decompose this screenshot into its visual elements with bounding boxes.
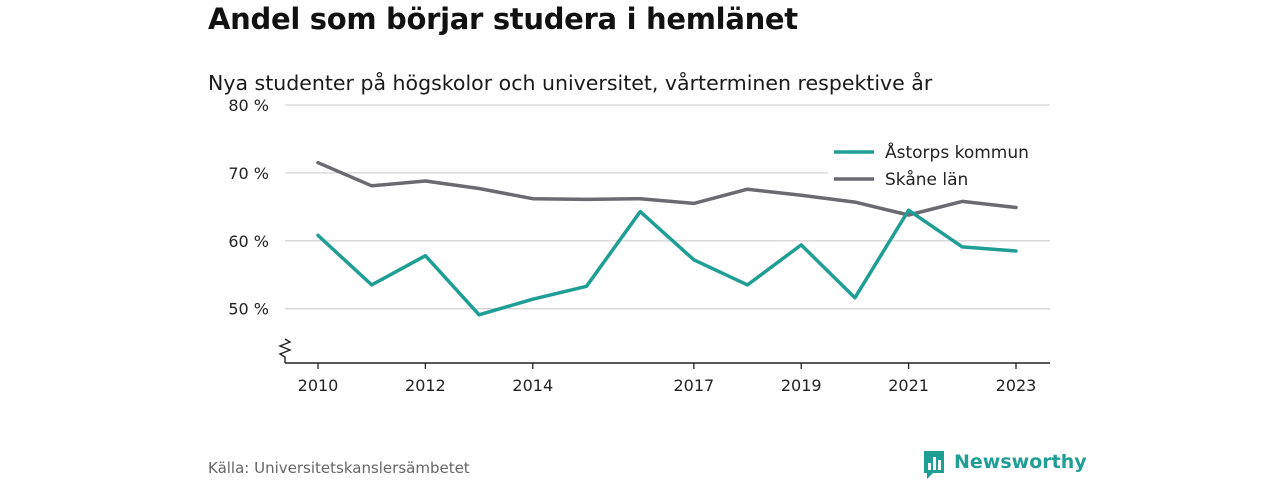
y-tick-label: 50 % [228,300,269,319]
chart-subtitle: Nya studenter på högskolor och universit… [208,71,933,95]
chart-title: Andel som börjar studera i hemlänet [208,2,798,36]
x-tick-label: 2019 [781,376,822,395]
newsworthy-logo: Newsworthy [922,450,1087,480]
y-tick-label: 80 % [228,96,269,115]
x-tick-label: 2017 [673,376,714,395]
axis-break-icon [278,338,292,363]
x-tick-label: 2012 [405,376,446,395]
x-tick-label: 2010 [298,376,339,395]
legend-label: Skåne län [885,169,968,190]
x-tick-label: 2021 [888,376,929,395]
legend-background [828,131,1050,195]
x-tick-label: 2014 [512,376,553,395]
y-tick-label: 70 % [228,164,269,183]
brand-name: Newsworthy [954,451,1087,473]
series-line [316,160,1018,217]
x-tick-label: 2023 [996,376,1037,395]
legend-label: Åstorps kommun [885,141,1029,163]
y-tick-label: 60 % [228,232,269,251]
series-line [316,208,1018,317]
bar-chart-icon [924,451,944,479]
source-note: Källa: Universitetskanslersämbetet [208,459,470,477]
